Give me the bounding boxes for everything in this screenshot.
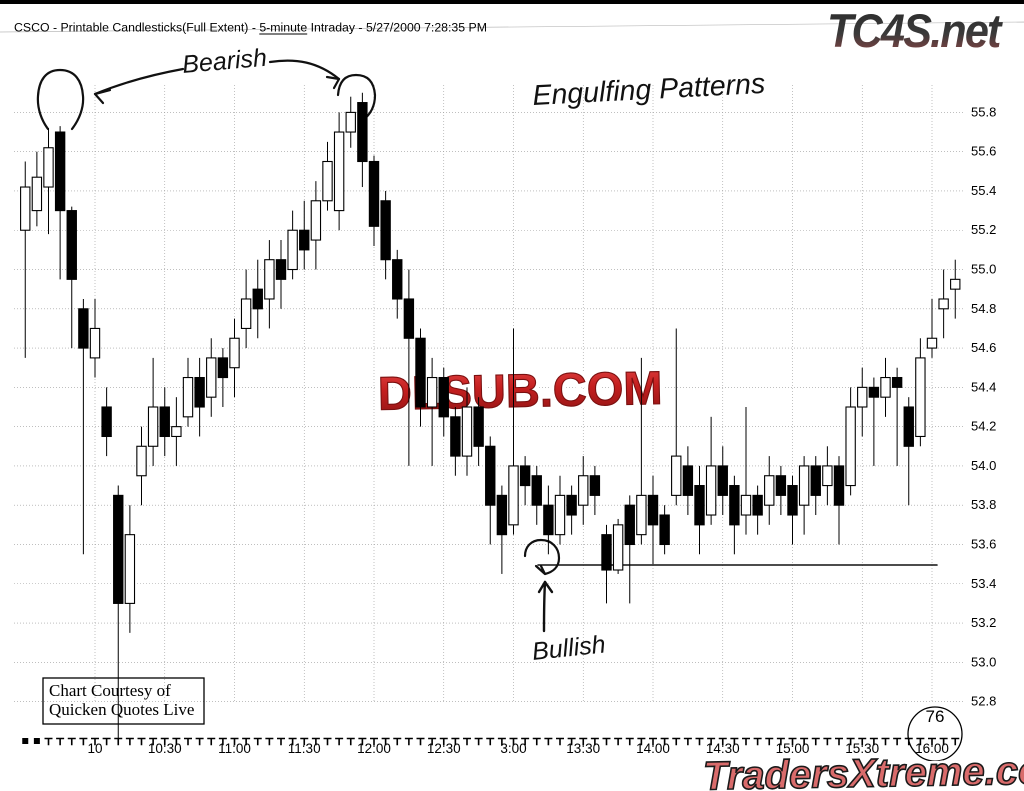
svg-text:10: 10 <box>87 741 102 756</box>
svg-text:12:00: 12:00 <box>357 741 391 756</box>
svg-text:15:30: 15:30 <box>845 741 879 756</box>
svg-text:76: 76 <box>926 707 945 726</box>
svg-text:54.0: 54.0 <box>971 458 996 473</box>
svg-text:54.4: 54.4 <box>971 379 996 394</box>
svg-text:CSCO - Printable Candlesticks(: CSCO - Printable Candlesticks(Full Exten… <box>14 21 487 35</box>
svg-text:14:30: 14:30 <box>706 741 740 756</box>
svg-text:53.2: 53.2 <box>971 615 996 630</box>
svg-text:55.6: 55.6 <box>971 144 996 159</box>
svg-text:53.0: 53.0 <box>971 654 996 669</box>
svg-text:54.6: 54.6 <box>971 340 996 355</box>
svg-text:12:30: 12:30 <box>427 741 461 756</box>
svg-text:Quicken Quotes Live: Quicken Quotes Live <box>49 700 194 719</box>
svg-text:10:30: 10:30 <box>148 741 182 756</box>
svg-text:13:30: 13:30 <box>566 741 600 756</box>
svg-text:54.8: 54.8 <box>971 301 996 316</box>
svg-text:55.2: 55.2 <box>971 222 996 237</box>
svg-text:11:00: 11:00 <box>218 741 251 756</box>
svg-text:15:00: 15:00 <box>776 741 810 756</box>
svg-text:TC4S.net: TC4S.net <box>827 4 1003 57</box>
svg-text:14:00: 14:00 <box>636 741 670 756</box>
svg-text:55.0: 55.0 <box>971 262 996 277</box>
svg-text:53.4: 53.4 <box>971 576 996 591</box>
svg-text:Chart Courtesy of: Chart Courtesy of <box>49 681 171 700</box>
svg-text:16:00: 16:00 <box>915 741 949 756</box>
svg-text:52.8: 52.8 <box>971 694 996 709</box>
svg-text:55.4: 55.4 <box>971 183 996 198</box>
svg-text:53.8: 53.8 <box>971 497 996 512</box>
svg-text:55.8: 55.8 <box>971 104 996 119</box>
svg-text:11:30: 11:30 <box>288 741 321 756</box>
svg-text:53.6: 53.6 <box>971 536 996 551</box>
svg-text:54.2: 54.2 <box>971 419 996 434</box>
svg-text:3:00: 3:00 <box>500 741 526 756</box>
